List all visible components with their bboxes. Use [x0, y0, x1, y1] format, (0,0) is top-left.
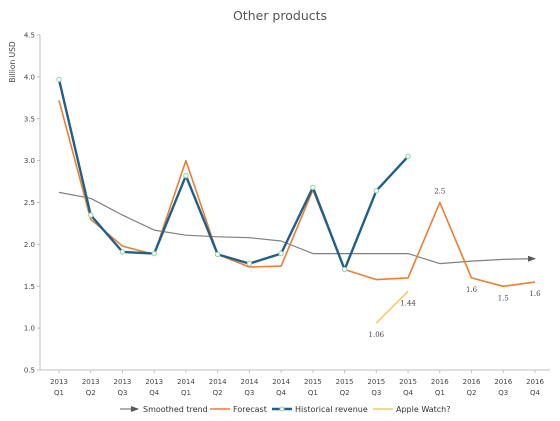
x-tick-year: 2016 — [526, 378, 544, 386]
series-point-historical-revenue — [341, 266, 348, 273]
x-tick-quarter: Q2 — [86, 389, 96, 397]
series-point-historical-revenue — [278, 250, 284, 257]
x-tick-year: 2013 — [114, 378, 132, 386]
x-tick-quarter: Q2 — [467, 389, 477, 397]
data-labels: 1.06 1.44 2.5 1.6 1.5 1.6 — [369, 188, 542, 340]
data-label: 1.6 — [529, 290, 541, 298]
x-tick-quarter: Q3 — [244, 389, 254, 397]
data-label: 1.06 — [369, 331, 385, 339]
x-tick-quarter: Q4 — [403, 389, 414, 397]
x-tick-quarter: Q2 — [213, 389, 223, 397]
series-point-historical-revenue — [183, 173, 189, 179]
y-tick-label: 4.0 — [24, 73, 35, 81]
axes: 0.5 1.0 1.5 2.0 2.5 3.0 3.5 4.0 4.5 2013 Q1 2013 Q2 2… — [24, 32, 550, 397]
y-tick-label: 1.0 — [24, 325, 35, 333]
series-point-historical-revenue — [246, 260, 253, 267]
series-point-historical-revenue — [119, 249, 126, 255]
x-tick-year: 2014 — [240, 378, 258, 386]
x-tick-year: 2013 — [82, 378, 100, 386]
x-tick-quarter: Q3 — [498, 389, 508, 397]
series-point-historical-revenue — [88, 212, 94, 218]
data-label: 2.5 — [434, 188, 445, 196]
series-line-apple-watch — [375, 290, 409, 324]
y-tick-label: 4.5 — [24, 32, 35, 40]
series-point-historical-revenue — [214, 251, 221, 258]
legend-marker-historical-revenue — [279, 406, 285, 412]
x-tick-year: 2015 — [304, 378, 322, 386]
x-tick-year: 2015 — [336, 378, 354, 386]
series-point-historical-revenue — [310, 184, 316, 191]
x-tick-year: 2013 — [50, 378, 68, 386]
y-tick-label: 2.5 — [24, 199, 35, 207]
data-label: 1.6 — [466, 286, 478, 294]
legend: Smoothed trend Forecast Historical revenue… — [120, 405, 450, 414]
x-tick-quarter: Q3 — [117, 389, 127, 397]
data-label: 1.5 — [498, 294, 509, 302]
x-tick-quarter: Q1 — [54, 389, 64, 397]
x-tick-year: 2015 — [367, 378, 385, 386]
series-line-smoothed-trend — [58, 191, 536, 265]
x-tick-quarter: Q4 — [276, 389, 287, 397]
legend-label-historical-revenue: Historical revenue — [295, 405, 368, 414]
series-point-historical-revenue — [151, 250, 157, 257]
y-tick-label: 1.5 — [24, 283, 35, 291]
x-tick-year: 2014 — [272, 378, 290, 386]
x-tick-quarter: Q1 — [435, 389, 445, 397]
series-point-historical-revenue — [56, 76, 62, 83]
x-tick-year: 2014 — [209, 378, 227, 386]
x-tick-quarter: Q1 — [181, 389, 191, 397]
x-tick-quarter: Q4 — [149, 389, 160, 397]
data-label: 1.44 — [400, 299, 416, 307]
y-tick-label: 3.5 — [24, 115, 35, 123]
x-tick-year: 2013 — [145, 378, 163, 386]
x-tick-year: 2015 — [399, 378, 417, 386]
series-line-forecast — [58, 100, 536, 288]
x-tick-year: 2016 — [431, 378, 449, 386]
legend-label-smoothed-trend: Smoothed trend — [143, 405, 208, 414]
series-point-historical-revenue — [373, 188, 380, 194]
x-tick-year: 2014 — [177, 378, 195, 386]
legend-label-forecast: Forecast — [233, 405, 267, 414]
x-tick-year: 2016 — [494, 378, 512, 386]
x-tick-quarter: Q3 — [371, 389, 381, 397]
series-point-historical-revenue — [405, 153, 411, 160]
x-tick-quarter: Q1 — [308, 389, 318, 397]
x-tick-year: 2016 — [463, 378, 481, 386]
y-tick-label: 0.5 — [24, 367, 35, 375]
legend-label-apple-watch: Apple Watch? — [396, 405, 450, 414]
series-line-historical-revenue — [57, 79, 409, 271]
y-tick-label: 2.0 — [24, 241, 35, 249]
chart-title: Other products — [233, 8, 327, 23]
x-tick-quarter: Q4 — [530, 389, 541, 397]
series-layer — [56, 76, 536, 324]
y-tick-label: 3.0 — [24, 157, 35, 165]
x-tick-quarter: Q2 — [340, 389, 350, 397]
y-axis-label: Billion USD — [8, 41, 17, 82]
